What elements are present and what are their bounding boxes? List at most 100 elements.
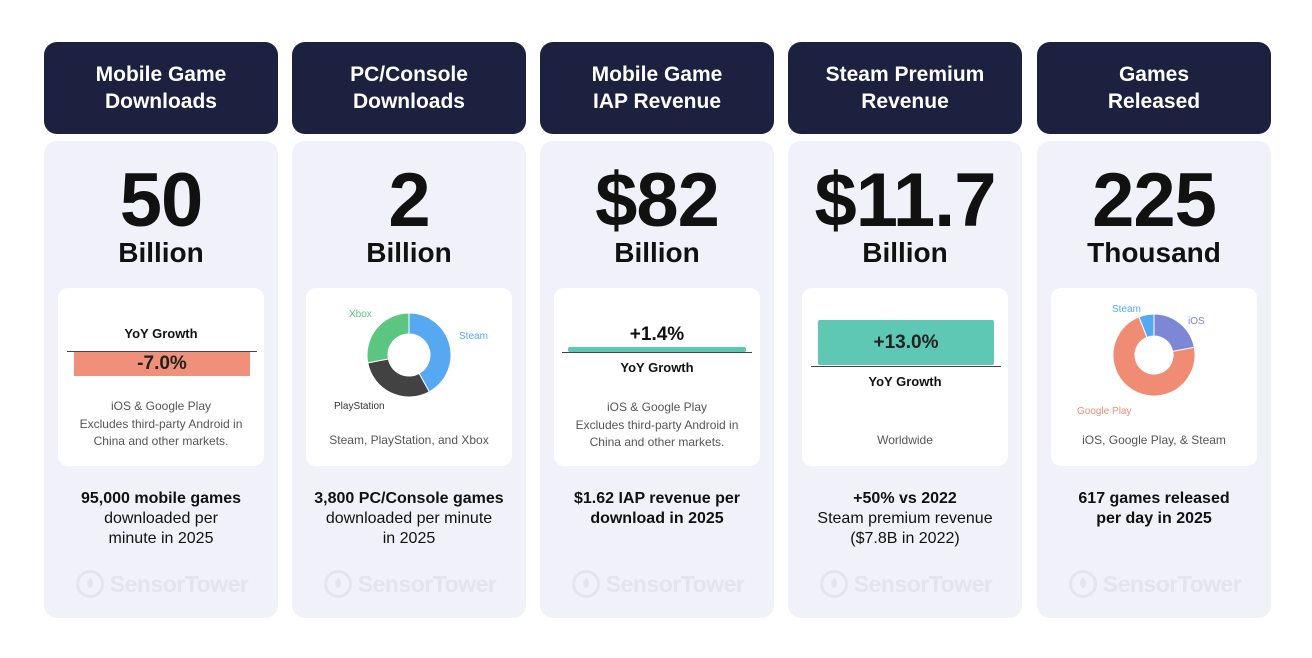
header-line-2: Downloads xyxy=(352,90,465,113)
watermark-text: SensorTower xyxy=(1102,570,1242,597)
note-line: iOS, Google Play, & Steam xyxy=(1082,433,1226,447)
note-line: Excludes third-party Android in xyxy=(575,417,739,432)
platform-donut-chart: Xbox Steam PlayStation xyxy=(334,309,488,412)
footer-line: Steam premium revenue xyxy=(817,510,993,527)
footer-line: downloaded per minute xyxy=(325,510,493,527)
donut-slice-google-play xyxy=(1112,316,1196,397)
yoy-value: -7.0% xyxy=(137,353,187,374)
yoy-value: +1.4% xyxy=(629,324,685,345)
sensortower-watermark: SensorTower xyxy=(816,566,996,602)
donut-label-ios: iOS xyxy=(1188,316,1205,327)
card-note: iOS, Google Play, & Steam xyxy=(1059,432,1249,450)
donut-slice-playstation xyxy=(367,358,430,398)
column-panel: 225 Thousand Steam iOS Google Play iOS, … xyxy=(1037,141,1271,618)
donut-slice-steam xyxy=(408,312,452,393)
header-line-2: IAP Revenue xyxy=(593,90,721,113)
column-header: Games Released xyxy=(1037,42,1271,134)
footer-bold: +50% vs 2022 xyxy=(853,490,957,507)
headline-unit: Billion xyxy=(118,237,204,268)
headline-value: $82 xyxy=(595,158,720,243)
donut-label-steam: Steam xyxy=(459,331,488,342)
sensortower-logo-icon xyxy=(323,570,352,598)
stat-card: Steam iOS Google Play iOS, Google Play, … xyxy=(1051,288,1257,466)
column-games-released: Games Released 225 Thousand Steam iOS Go… xyxy=(1037,42,1271,618)
yoy-label: YoY Growth xyxy=(868,374,942,389)
donut-label-google-play: Google Play xyxy=(1077,406,1131,417)
card-note: Steam, PlayStation, and Xbox xyxy=(314,432,504,450)
headline-value: 50 xyxy=(119,158,204,243)
sensortower-logo-icon xyxy=(571,570,600,598)
footer-bold: download in 2025 xyxy=(590,510,724,527)
headline-unit: Billion xyxy=(614,237,700,268)
sensortower-watermark: SensorTower xyxy=(568,566,748,602)
sensortower-watermark: SensorTower xyxy=(1065,566,1245,602)
headline-value: 2 xyxy=(388,158,430,243)
donut-slice-steam xyxy=(1138,313,1155,338)
column-pc-console-downloads: PC/Console Downloads 2 Billion Xbox Stea… xyxy=(292,42,526,618)
footer-line: minute in 2025 xyxy=(108,530,214,547)
yoy-label: YoY Growth xyxy=(620,360,694,375)
watermark-text: SensorTower xyxy=(357,570,497,597)
footer-text: 3,800 PC/Console games downloaded per mi… xyxy=(302,489,516,549)
headline-value: 225 xyxy=(1092,158,1217,243)
stat-card: +13.0% YoY Growth Worldwide xyxy=(802,288,1008,466)
column-mobile-downloads: Mobile Game Downloads 50 Billion YoY Gro… xyxy=(44,42,278,618)
note-line: Excludes third-party Android in xyxy=(79,416,243,431)
header-line-1: Mobile Game xyxy=(95,63,227,86)
headline-value: $11.7 xyxy=(814,158,997,243)
donut-label-steam: Steam xyxy=(1112,304,1141,315)
sensortower-watermark: SensorTower xyxy=(320,566,500,602)
header-line-1: Mobile Game xyxy=(591,63,723,86)
footer-bold: $1.62 IAP revenue per xyxy=(573,490,741,507)
column-panel: 50 Billion YoY Growth -7.0% iOS & Google… xyxy=(44,141,278,618)
note-line: Steam, PlayStation, and Xbox xyxy=(329,433,489,447)
headline-unit: Billion xyxy=(366,237,452,268)
stat-card: Xbox Steam PlayStation Steam, PlayStatio… xyxy=(306,288,512,466)
footer-text: 617 games released per day in 2025 xyxy=(1047,489,1261,529)
footer-bold: 617 games released xyxy=(1078,490,1230,507)
card-note: Worldwide xyxy=(810,432,1000,450)
header-line-2: Downloads xyxy=(104,90,217,113)
watermark-text: SensorTower xyxy=(109,570,249,597)
column-steam-revenue: Steam Premium Revenue $11.7 Billion +13.… xyxy=(788,42,1022,618)
yoy-label: YoY Growth xyxy=(124,326,198,341)
watermark-text: SensorTower xyxy=(853,570,993,597)
column-header: Mobile Game IAP Revenue xyxy=(540,42,774,134)
note-line: China and other markets. xyxy=(589,435,725,449)
sensortower-logo-icon xyxy=(1068,570,1097,598)
yoy-value: +13.0% xyxy=(873,331,939,353)
header-line-2: Revenue xyxy=(861,90,949,113)
header-line-1: Steam Premium xyxy=(825,63,985,86)
donut-label-playstation: PlayStation xyxy=(334,401,385,412)
watermark-text: SensorTower xyxy=(605,570,745,597)
zero-axis xyxy=(67,351,257,352)
note-line: China and other markets. xyxy=(93,434,229,448)
store-donut-chart: Steam iOS Google Play xyxy=(1077,304,1205,417)
footer-line: downloaded per xyxy=(104,510,218,527)
donut-segments xyxy=(1112,313,1196,397)
footer-text: +50% vs 2022 Steam premium revenue ($7.8… xyxy=(798,489,1012,549)
footer-line: ($7.8B in 2022) xyxy=(850,530,960,547)
footer-text: 95,000 mobile games downloaded per minut… xyxy=(54,489,268,549)
column-header: PC/Console Downloads xyxy=(292,42,526,134)
headline-unit: Thousand xyxy=(1087,237,1221,268)
header-line-1: PC/Console xyxy=(350,63,468,86)
sensortower-watermark: SensorTower xyxy=(72,566,252,602)
zero-axis xyxy=(811,366,1001,367)
footer-bold: per day in 2025 xyxy=(1096,510,1212,527)
donut-slice-xbox xyxy=(366,312,410,364)
column-panel: $82 Billion +1.4% YoY Growth iOS & Googl… xyxy=(540,141,774,618)
stat-card: +1.4% YoY Growth iOS & Google Play Exclu… xyxy=(554,288,760,466)
header-line-2: Released xyxy=(1107,90,1201,113)
headline-unit: Billion xyxy=(862,237,948,268)
zero-axis xyxy=(562,352,752,353)
column-header: Mobile Game Downloads xyxy=(44,42,278,134)
card-note: iOS & Google Play Excludes third-party A… xyxy=(562,399,752,452)
note-line: iOS & Google Play xyxy=(606,400,708,414)
donut-label-xbox: Xbox xyxy=(349,309,372,320)
column-header: Steam Premium Revenue xyxy=(788,42,1022,134)
header-line-1: Games xyxy=(1118,63,1190,86)
footer-text: $1.62 IAP revenue per download in 2025 xyxy=(550,489,764,529)
stat-card: YoY Growth -7.0% iOS & Google Play Exclu… xyxy=(58,288,264,466)
footer-bold: 3,800 PC/Console games xyxy=(314,490,504,507)
